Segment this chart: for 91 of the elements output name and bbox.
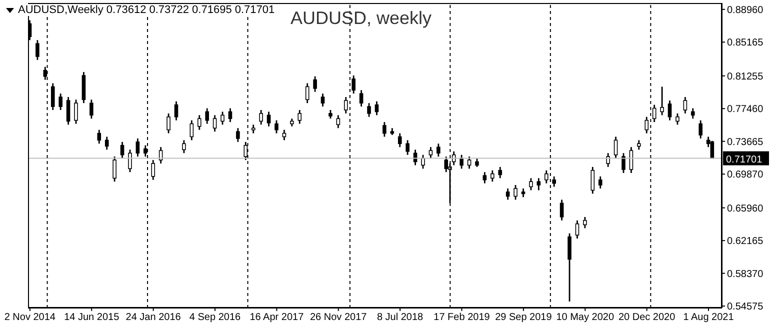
x-tick-label: 29 Sep 2019 [495,312,552,324]
x-tick-label: 24 Jan 2016 [126,312,182,324]
candlestick [506,188,510,200]
y-tick-label: 0.65960 [727,203,764,214]
candlestick [282,129,286,141]
candlestick [676,112,680,126]
candlestick [182,139,186,154]
candlestick [637,139,641,150]
candlestick [136,138,140,158]
y-tick-label: 0.62165 [727,236,764,248]
x-tick-label: 26 Nov 2017 [310,312,368,324]
x-tick-label: 8 Jul 2018 [376,312,424,324]
x-tick-label: 17 Feb 2019 [434,312,490,324]
y-tick-label: 0.54575 [727,302,764,313]
candlestick [690,108,695,120]
candlestick [128,148,132,173]
candlestick [460,154,464,170]
candlestick [336,114,340,129]
candlestick [228,108,232,123]
candlestick [498,166,502,179]
candlestick [482,171,487,184]
candlestick [97,129,102,144]
candlestick [259,109,263,126]
candlestick [166,112,170,134]
candlestick [320,92,325,108]
x-tick-label: 10 May 2020 [556,312,614,324]
x-tick-label: 16 Apr 2017 [250,312,304,324]
candlestick [205,108,209,124]
candlestick [568,232,572,302]
x-tick-label: 20 Dec 2020 [618,312,676,324]
ref-line-label: 0.71701 [726,154,763,166]
candlestick [50,82,55,111]
y-tick-label: 0.77460 [727,104,764,116]
candlestick [298,109,302,124]
candlestick [490,170,494,182]
candlestick [575,220,580,240]
candlestick [436,142,440,158]
candlestick [382,121,386,138]
candlestick [236,127,240,143]
candlestick [374,100,379,116]
y-tick-label: 0.58370 [727,268,764,280]
y-tick-label: 0.85165 [727,38,764,49]
candlestick [305,82,310,104]
candlestick [190,120,194,141]
candlestick [514,184,518,200]
candlestick [598,176,602,190]
candlestick [467,156,472,170]
candlestick [614,136,618,160]
y-tick-label: 0.81255 [727,71,764,82]
candlestick [398,132,402,148]
candlestick [583,216,587,229]
candlestick [428,146,433,160]
candlestick [313,76,317,93]
y-tick-label: 0.69870 [727,170,764,181]
candlestick [606,152,610,168]
candlestick [74,98,78,124]
candlestick [359,89,364,108]
x-tick-label: 1 Aug 2021 [683,312,734,324]
candlestick [367,102,371,118]
candlestick [668,100,672,122]
candlestick [151,159,156,181]
x-tick-label: 14 Jun 2015 [64,312,120,324]
candlestick [90,98,94,120]
candlestick [120,141,124,160]
candlestick [66,96,70,126]
candlestick [274,120,278,134]
candlestick [590,166,595,194]
candlestick [58,92,62,111]
candlestick [266,111,271,128]
x-tick-label: 2 Nov 2014 [4,312,56,324]
x-tick-label: 4 Sep 2016 [189,312,242,324]
candlestick [212,114,217,132]
candlestick [421,154,425,170]
candlestick [683,96,688,114]
candlestick [660,86,664,116]
candlestick [536,177,541,191]
chart-subtitle: AUDUSD,Weekly 0.73612 0.73722 0.71695 0.71701 [18,4,275,16]
candlestick [197,114,202,131]
candlestick [622,152,626,174]
y-tick-label: 0.88960 [727,4,764,16]
candlestick [36,39,40,61]
candlestick [174,100,178,122]
candlestick [560,199,564,222]
candlestick [406,139,410,156]
candlestick [529,177,533,191]
chart-title: AUDUSD, weekly [290,8,432,28]
candlestick [220,111,224,126]
candlestick [112,156,116,182]
y-tick-label: 0.73665 [727,136,764,148]
candlestick [104,136,109,150]
candlestick [698,120,702,140]
